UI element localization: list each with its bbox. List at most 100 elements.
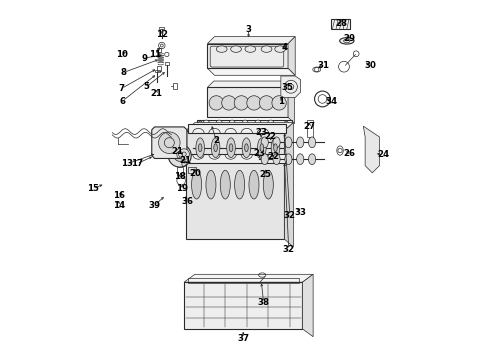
Text: 23: 23 bbox=[253, 149, 266, 158]
Text: 35: 35 bbox=[281, 83, 293, 92]
Text: 37: 37 bbox=[237, 334, 249, 343]
Circle shape bbox=[272, 96, 286, 110]
Text: 3: 3 bbox=[245, 25, 251, 34]
Bar bbox=[157, 48, 161, 51]
Bar bbox=[155, 70, 160, 72]
Circle shape bbox=[234, 96, 248, 110]
Circle shape bbox=[268, 120, 274, 127]
Text: 21: 21 bbox=[172, 147, 184, 156]
Ellipse shape bbox=[261, 137, 269, 148]
Circle shape bbox=[203, 120, 210, 127]
Text: 15: 15 bbox=[87, 184, 98, 193]
Ellipse shape bbox=[216, 46, 227, 52]
Ellipse shape bbox=[285, 137, 292, 148]
Text: 29: 29 bbox=[343, 34, 355, 43]
Ellipse shape bbox=[206, 170, 216, 199]
Polygon shape bbox=[186, 123, 294, 131]
Text: 17: 17 bbox=[131, 159, 143, 168]
Circle shape bbox=[174, 150, 186, 161]
Bar bbox=[188, 278, 299, 283]
Circle shape bbox=[209, 96, 223, 110]
Ellipse shape bbox=[273, 137, 280, 148]
Text: 31: 31 bbox=[317, 61, 329, 70]
Text: 6: 6 bbox=[120, 96, 125, 105]
Text: 14: 14 bbox=[113, 201, 125, 210]
Circle shape bbox=[242, 120, 248, 127]
Circle shape bbox=[179, 149, 190, 159]
Circle shape bbox=[216, 120, 222, 127]
Polygon shape bbox=[152, 127, 187, 158]
Circle shape bbox=[229, 120, 235, 127]
Ellipse shape bbox=[263, 170, 273, 199]
Text: 21: 21 bbox=[150, 89, 162, 98]
Text: 5: 5 bbox=[144, 82, 149, 91]
Bar bbox=[188, 167, 196, 173]
Ellipse shape bbox=[227, 138, 235, 158]
Circle shape bbox=[159, 132, 180, 153]
Ellipse shape bbox=[220, 170, 230, 199]
Text: 25: 25 bbox=[260, 170, 272, 179]
Polygon shape bbox=[207, 87, 288, 117]
Bar bbox=[157, 66, 161, 71]
Circle shape bbox=[168, 144, 191, 167]
Polygon shape bbox=[288, 37, 295, 75]
Text: 2: 2 bbox=[213, 136, 220, 145]
Ellipse shape bbox=[196, 138, 204, 158]
Text: 13: 13 bbox=[122, 159, 133, 168]
Text: 33: 33 bbox=[294, 208, 307, 217]
Ellipse shape bbox=[273, 154, 280, 165]
Text: 39: 39 bbox=[148, 201, 161, 210]
Ellipse shape bbox=[274, 144, 277, 152]
Circle shape bbox=[221, 96, 236, 110]
Bar bbox=[159, 27, 164, 30]
Bar bbox=[188, 154, 286, 163]
Ellipse shape bbox=[242, 138, 251, 158]
Text: 18: 18 bbox=[174, 172, 187, 181]
Bar bbox=[188, 125, 286, 134]
Ellipse shape bbox=[296, 137, 304, 148]
Text: 21: 21 bbox=[180, 157, 192, 166]
Polygon shape bbox=[207, 37, 295, 44]
Circle shape bbox=[259, 96, 274, 110]
Polygon shape bbox=[288, 81, 294, 124]
Bar bbox=[331, 19, 350, 29]
Polygon shape bbox=[281, 76, 300, 98]
Text: 22: 22 bbox=[265, 132, 277, 141]
Ellipse shape bbox=[285, 154, 292, 165]
Text: 30: 30 bbox=[365, 61, 376, 70]
Text: 26: 26 bbox=[343, 149, 356, 158]
Ellipse shape bbox=[229, 144, 233, 152]
Text: 34: 34 bbox=[326, 96, 338, 105]
Text: 23: 23 bbox=[255, 128, 267, 137]
Ellipse shape bbox=[261, 154, 269, 165]
Polygon shape bbox=[184, 274, 313, 282]
Polygon shape bbox=[364, 126, 379, 173]
Bar bbox=[177, 167, 183, 175]
Text: 24: 24 bbox=[377, 150, 389, 159]
Ellipse shape bbox=[231, 46, 242, 52]
Text: 8: 8 bbox=[121, 68, 127, 77]
Polygon shape bbox=[186, 131, 285, 239]
Polygon shape bbox=[207, 44, 288, 68]
Ellipse shape bbox=[261, 46, 272, 52]
Ellipse shape bbox=[192, 170, 201, 199]
Text: 10: 10 bbox=[117, 50, 128, 59]
Text: 32: 32 bbox=[283, 246, 295, 255]
Ellipse shape bbox=[249, 170, 259, 199]
Text: 19: 19 bbox=[176, 184, 188, 193]
Text: 27: 27 bbox=[303, 122, 316, 131]
Text: 9: 9 bbox=[142, 54, 147, 63]
Text: 11: 11 bbox=[148, 50, 161, 59]
Circle shape bbox=[255, 120, 261, 127]
Ellipse shape bbox=[245, 144, 248, 152]
Ellipse shape bbox=[309, 154, 316, 165]
Ellipse shape bbox=[271, 138, 280, 158]
Bar bbox=[165, 62, 170, 64]
Ellipse shape bbox=[260, 144, 264, 152]
Text: 4: 4 bbox=[281, 43, 288, 52]
Ellipse shape bbox=[258, 138, 266, 158]
Polygon shape bbox=[184, 282, 302, 329]
Polygon shape bbox=[207, 81, 294, 87]
Text: 28: 28 bbox=[336, 19, 348, 28]
Ellipse shape bbox=[245, 46, 256, 52]
